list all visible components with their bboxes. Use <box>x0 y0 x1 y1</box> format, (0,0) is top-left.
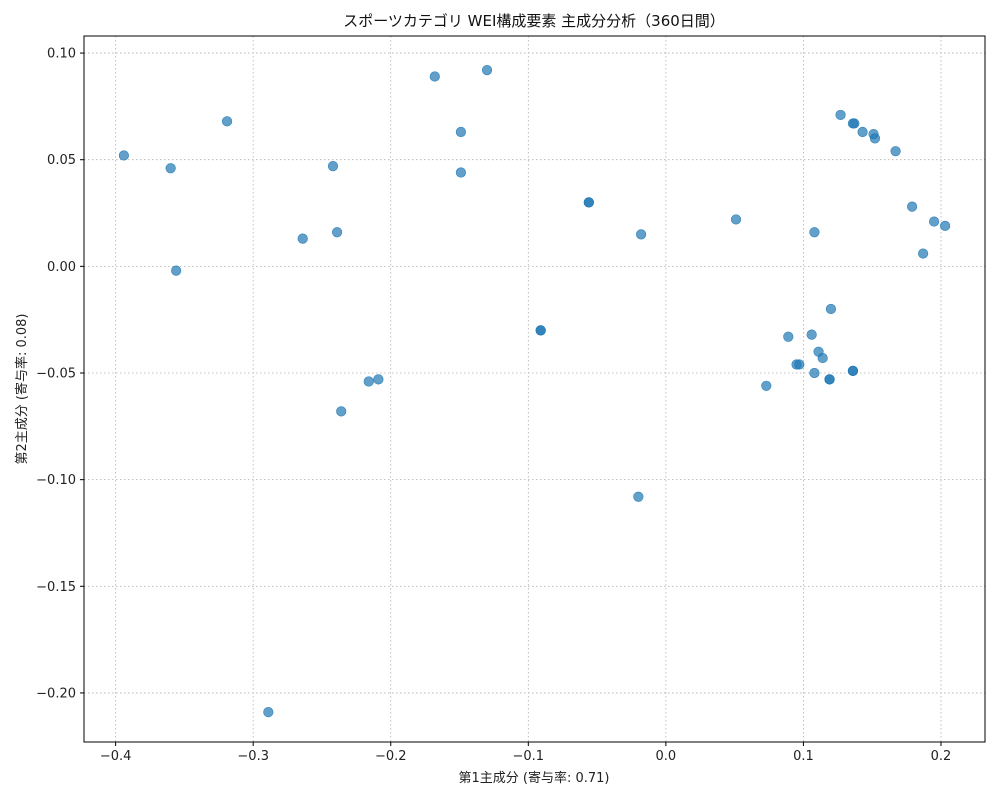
scatter-point <box>817 352 828 364</box>
scatter-point <box>535 325 546 336</box>
scatter-point <box>809 367 820 379</box>
scatter-point <box>221 116 233 127</box>
x-axis-title: 第1主成分 (寄与率: 0.71) <box>458 770 609 786</box>
points-layer <box>118 65 951 718</box>
scatter-point <box>336 406 347 417</box>
scatter-point <box>730 214 742 225</box>
scatter-point <box>783 331 794 342</box>
scatter-point <box>794 359 805 370</box>
y-axis: 0.10 0.05 0.00 −0.05 −0.10 −0.15 −0.20 <box>36 47 84 701</box>
scatter-point <box>824 374 835 385</box>
scatter-point <box>165 163 176 174</box>
x-tick-label: 0.0 <box>656 749 677 764</box>
scatter-point <box>455 167 467 178</box>
x-tick-label: −0.1 <box>513 749 545 764</box>
scatter-point <box>429 71 440 82</box>
scatter-point <box>583 197 594 208</box>
y-tick-label: −0.15 <box>36 580 76 595</box>
x-tick-label: 0.2 <box>931 749 952 764</box>
scatter-point <box>835 109 846 121</box>
y-tick-label: −0.20 <box>36 686 76 701</box>
x-tick-label: −0.2 <box>375 749 407 764</box>
scatter-point <box>636 229 647 240</box>
scatter-point <box>455 126 467 138</box>
y-tick-label: 0.05 <box>47 153 76 168</box>
scatter-point <box>363 376 374 387</box>
scatter-point <box>929 216 940 227</box>
scatter-point <box>118 150 129 161</box>
scatter-point <box>857 126 868 138</box>
x-tick-label: −0.3 <box>237 749 269 764</box>
scatter-point <box>849 118 860 129</box>
x-tick-label: 0.1 <box>793 749 814 764</box>
scatter-point <box>940 220 951 231</box>
scatter-point <box>809 227 820 238</box>
y-axis-title: 第2主成分 (寄与率: 0.08) <box>14 313 30 464</box>
scatter-point <box>327 161 339 172</box>
scatter-point <box>332 227 343 238</box>
scatter-point <box>917 248 929 259</box>
chart-title: スポーツカテゴリ WEI構成要素 主成分分析（360日間） <box>343 12 725 30</box>
scatter-point <box>297 233 308 244</box>
scatter-point <box>373 374 384 385</box>
scatter-point <box>869 133 881 144</box>
scatter-point <box>171 265 182 276</box>
x-tick-label: −0.4 <box>100 749 132 764</box>
y-tick-label: −0.10 <box>36 473 76 488</box>
y-tick-label: 0.00 <box>47 260 76 275</box>
grid-layer <box>84 36 985 742</box>
plot-area-frame <box>83 35 986 743</box>
x-axis: −0.4 −0.3 −0.2 −0.1 0.0 0.1 0.2 <box>100 742 951 764</box>
y-tick-label: 0.10 <box>47 47 76 62</box>
scatter-point <box>906 201 918 212</box>
scatter-point <box>263 707 274 718</box>
y-tick-label: −0.05 <box>36 367 76 382</box>
scatter-point <box>481 65 493 76</box>
scatter-point <box>761 380 772 391</box>
scatter-point <box>806 329 817 340</box>
scatter-point <box>825 303 837 315</box>
scatter-point <box>890 146 901 157</box>
scatter-point <box>847 365 859 376</box>
scatter-point <box>633 491 644 502</box>
